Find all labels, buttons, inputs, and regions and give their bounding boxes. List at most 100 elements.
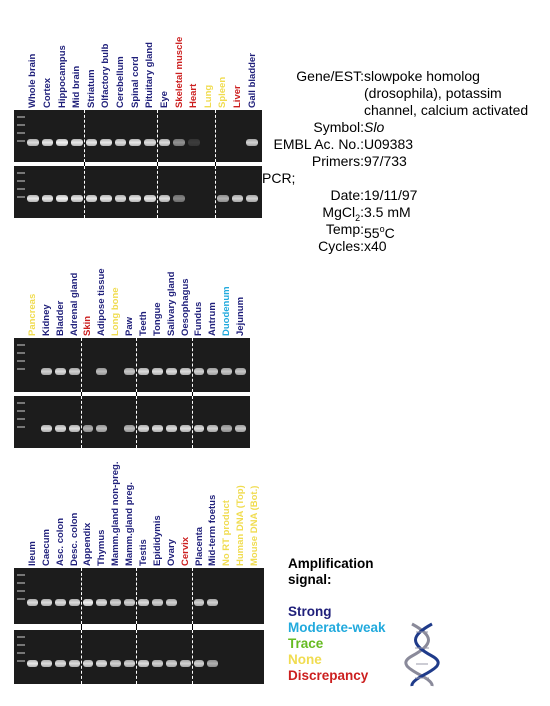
- gel-band: [96, 599, 108, 606]
- gene-line-1: slowpoke homolog: [364, 68, 480, 84]
- lane-divider: [80, 624, 82, 630]
- primers-value: 97/733: [364, 153, 407, 169]
- gel-band: [41, 139, 54, 146]
- lane-label: Mid-term foetus: [207, 494, 219, 566]
- lane-label: Appendix: [82, 522, 94, 566]
- temp-label: Temp:: [325, 221, 364, 237]
- lane-divider: [136, 392, 137, 396]
- cycles-label: Cycles:: [318, 238, 364, 254]
- ladder-mark: [17, 402, 25, 404]
- lane-divider: [191, 630, 193, 684]
- gel-band: [54, 368, 66, 375]
- ladder-mark: [17, 636, 25, 638]
- cycles-value: x40: [364, 238, 387, 254]
- lane-label: Cerebellum: [115, 56, 127, 108]
- lane-label: Mamm.gland preg.: [124, 482, 136, 566]
- lane-divider: [191, 396, 193, 448]
- lane-divider: [136, 568, 138, 624]
- gel-band: [40, 660, 52, 667]
- gel-band: [207, 425, 219, 432]
- gel-band: [138, 368, 149, 375]
- gel-band: [235, 425, 246, 432]
- lane-labels: Whole brain Cortex Hippocampus Mid brain Str…: [14, 8, 262, 108]
- gel-band: [151, 660, 163, 667]
- gel-band: [151, 599, 163, 606]
- ladder-mark: [17, 196, 25, 198]
- ladder-mark: [17, 582, 25, 584]
- lane-label: Mouse DNA (Bot.): [249, 485, 261, 566]
- ladder-mark: [17, 132, 25, 134]
- lane-label: Cervix: [179, 536, 191, 566]
- gel-band: [144, 139, 156, 146]
- gel-band: [124, 368, 135, 375]
- gel-band: [129, 139, 141, 146]
- dna-helix-icon: [404, 622, 440, 687]
- lane-divider: [80, 392, 82, 396]
- symbol-value: Slo: [364, 119, 385, 135]
- lane-label: Jejunum: [235, 296, 247, 336]
- gel-image-bottom: [14, 396, 250, 448]
- lane-divider: [191, 624, 193, 630]
- lane-divider: [80, 630, 82, 684]
- mgcl-label: MgCl2:: [322, 204, 364, 223]
- gel-band: [124, 660, 136, 667]
- ladder-mark: [17, 652, 25, 654]
- gel-band: [41, 195, 54, 202]
- gel-band: [193, 368, 205, 375]
- lane-label: Antrum: [207, 302, 219, 336]
- lane-divider: [191, 392, 193, 396]
- ladder-mark: [17, 352, 25, 354]
- gel-band: [114, 139, 127, 146]
- gel-band: [207, 660, 219, 667]
- lane-divider: [215, 162, 217, 166]
- lane-divider: [80, 338, 82, 392]
- lane-divider: [83, 162, 85, 166]
- legend-trace: Trace: [288, 636, 324, 651]
- gel-band: [27, 599, 38, 606]
- lane-label: Kidney: [40, 304, 52, 336]
- lane-labels: Pancreas Kidney Bladder Adrenal gland Skin Ad…: [14, 240, 250, 336]
- lane-label: Lung: [202, 84, 214, 108]
- gel-band: [187, 139, 200, 146]
- gel-band: [207, 368, 219, 375]
- gel-band: [221, 368, 233, 375]
- lane-label: Heart: [188, 83, 200, 108]
- lane-divider: [215, 166, 217, 218]
- lane-label: Asc. colon: [54, 517, 66, 566]
- gel-band: [85, 195, 98, 202]
- lane-label: Desc. colon: [68, 512, 80, 566]
- gel-band: [193, 599, 205, 606]
- gel-band: [165, 599, 177, 606]
- gel-panel-3: Ileum Caecum Asc. colon Desc. colon Appendix…: [14, 462, 264, 684]
- lane-divider: [80, 568, 82, 624]
- lane-label: Bladder: [54, 300, 66, 336]
- gel-band: [27, 660, 38, 667]
- lane-label: Eye: [158, 91, 170, 108]
- lane-divider: [83, 166, 85, 218]
- gel-band: [193, 425, 205, 432]
- gel-band: [246, 139, 258, 146]
- gel-band: [124, 425, 135, 432]
- gel-band: [151, 368, 163, 375]
- lane-divider: [191, 568, 193, 624]
- lane-label: Adrenal gland: [68, 272, 80, 336]
- amplification-legend: Amplification signal: Strong Moderate-we…: [288, 556, 386, 684]
- gel-band: [144, 195, 156, 202]
- lane-divider: [156, 162, 158, 166]
- gel-band: [173, 139, 185, 146]
- gel-band: [110, 660, 122, 667]
- lane-label: No RT product: [221, 500, 233, 566]
- gene-label: Gene/EST:: [296, 68, 364, 84]
- lane-divider: [156, 110, 158, 162]
- legend-discrepancy: Discrepancy: [288, 668, 369, 683]
- ladder-mark: [17, 410, 25, 412]
- gel-band: [221, 425, 233, 432]
- lane-label: Skeletal muscle: [173, 36, 185, 108]
- mgcl-value: 3.5 mM: [364, 204, 411, 220]
- lane-label: Whole brain: [27, 53, 39, 108]
- gel-band: [114, 195, 127, 202]
- gel-band: [96, 425, 108, 432]
- gel-band: [68, 425, 80, 432]
- legend-title-line-1: Amplification: [288, 556, 374, 571]
- gel-band: [96, 368, 108, 375]
